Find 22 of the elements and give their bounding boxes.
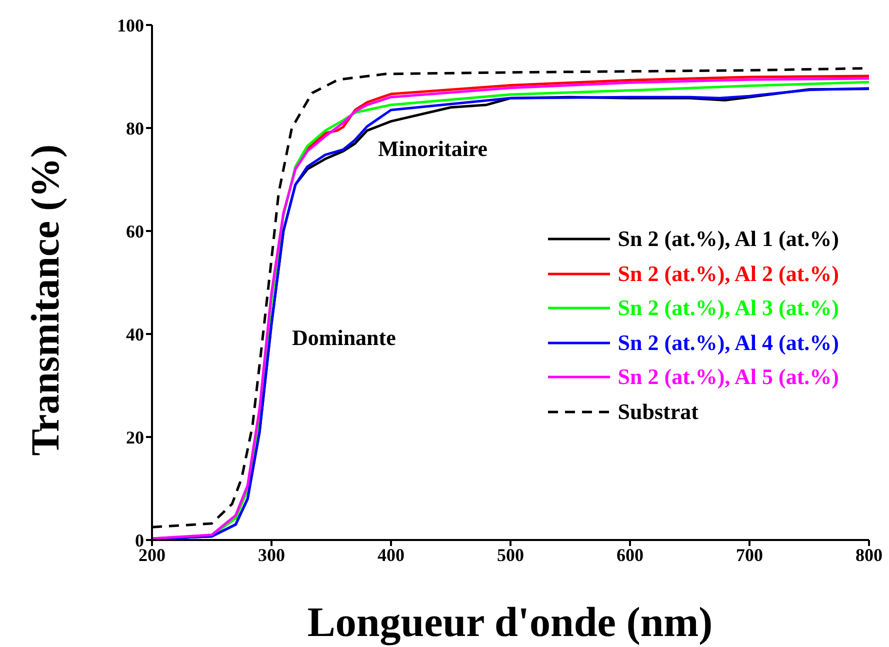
legend-label: Sn 2 (at.%), Al 2 (at.%) — [618, 260, 839, 287]
y-tick-label: 40 — [126, 324, 144, 344]
y-tick-label: 80 — [126, 118, 144, 138]
y-tick-label: 20 — [126, 427, 144, 448]
y-tick-label: 0 — [135, 530, 144, 550]
annotation: Minoritaire — [378, 136, 488, 162]
legend-label: Sn 2 (at.%), Al 1 (at.%) — [618, 226, 839, 252]
legend-label: Substrat — [618, 398, 698, 425]
legend-label: Sn 2 (at.%), Al 3 (at.%) — [618, 295, 839, 322]
legend-label: Sn 2 (at.%), Al 4 (at.%) — [618, 330, 839, 356]
y-tick-label: 100 — [117, 15, 144, 36]
annotation: Dominante — [292, 325, 396, 351]
y-axis-title: Transmitance (%) — [22, 144, 68, 456]
x-tick-label: 800 — [856, 544, 882, 565]
x-tick-label: 600 — [616, 544, 644, 565]
x-axis-title: Longueur d'onde (nm) — [307, 600, 713, 646]
legend-label: Sn 2 (at.%), Al 5 (at.%) — [618, 364, 839, 390]
x-tick-label: 400 — [378, 544, 404, 565]
x-tick-label: 500 — [497, 544, 524, 565]
x-tick-label: 300 — [258, 544, 285, 565]
y-tick-label: 60 — [126, 221, 144, 242]
x-tick-label: 700 — [736, 544, 763, 565]
